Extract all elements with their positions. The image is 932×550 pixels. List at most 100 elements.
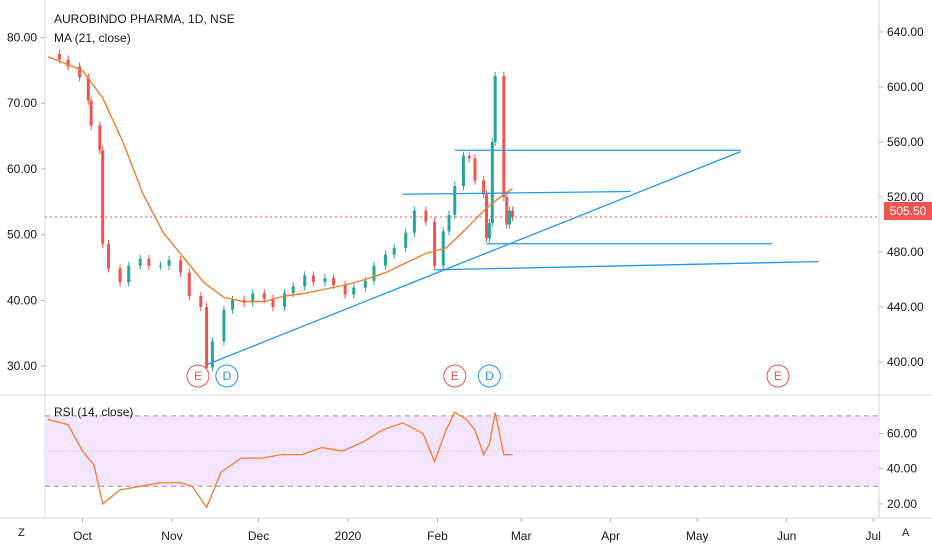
ma-label: MA (21, close) (54, 31, 131, 45)
event-label: E (774, 369, 782, 383)
right-axis-tick: 560.00 (887, 135, 924, 149)
earnings-event-marker (186, 364, 210, 388)
candle-body (502, 76, 506, 197)
right-axis-tick: 440.00 (887, 300, 924, 314)
rsi-axis-tick: 60.00 (887, 426, 917, 440)
candle-body (262, 293, 266, 299)
ma-legend[interactable]: MA (21, close) (54, 31, 131, 45)
x-axis-tick: Oct (73, 529, 92, 543)
event-label: E (451, 369, 459, 383)
event-label: D (222, 369, 231, 383)
candle-body (271, 298, 275, 307)
candle-body (511, 210, 515, 217)
candle-body (323, 278, 327, 283)
earnings-event-marker (766, 364, 790, 388)
candle-body (372, 265, 376, 281)
candle-body (352, 287, 356, 295)
candle-body (118, 268, 122, 283)
candle-body (98, 125, 102, 151)
trendline (402, 190, 631, 195)
candle-body (412, 210, 416, 233)
candle-body (127, 265, 131, 283)
x-axis-tick: Nov (161, 529, 182, 543)
candle-body (453, 186, 457, 215)
left-axis-tick: 40.00 (7, 293, 37, 307)
candle-body (283, 293, 287, 307)
symbol-label: AUROBINDO PHARMA, 1D, NSE (54, 12, 235, 26)
candle-body (89, 100, 93, 126)
candle-body (493, 76, 497, 142)
candle-body (167, 260, 171, 266)
trendline (434, 260, 819, 271)
dividend-event-marker (477, 364, 501, 388)
candle-body (392, 247, 396, 255)
candle-body (467, 155, 471, 159)
candle-body (66, 59, 70, 67)
main-plot-area (45, 0, 879, 395)
rsi-label: RSI (14, close) (54, 405, 134, 419)
candle-body (447, 214, 451, 232)
candle-body (138, 258, 142, 266)
right-axis-tick: 400.00 (887, 355, 924, 369)
candle-body (508, 210, 512, 225)
x-axis-tick: May (686, 529, 709, 543)
event-label: E (194, 369, 202, 383)
candle-body (343, 285, 347, 295)
x-axis-tick: Jun (777, 529, 796, 543)
last-price-tag: 505.50 (884, 202, 932, 220)
x-axis-tick: 2020 (335, 529, 362, 543)
rsi-axis-tick: 20.00 (887, 497, 917, 511)
x-axis-tick: Mar (511, 529, 532, 543)
moving-average-line (47, 56, 513, 303)
dividend-event-marker (215, 364, 239, 388)
candle-body (424, 210, 428, 222)
left-axis-tick: 70.00 (7, 96, 37, 110)
candle-body (187, 272, 191, 296)
right-axis-tick: 480.00 (887, 245, 924, 259)
candle-body (461, 155, 465, 186)
candle-body (473, 158, 477, 181)
candle-body (222, 309, 226, 342)
timezone-button[interactable]: Z (18, 527, 25, 539)
left-axis-tick: 80.00 (7, 31, 37, 45)
earnings-event-marker (443, 364, 467, 388)
candle-body (205, 307, 209, 368)
left-axis-tick: 60.00 (7, 162, 37, 176)
candle-body (490, 142, 494, 224)
rsi-legend[interactable]: RSI (14, close) (54, 405, 133, 419)
candle-body (404, 232, 408, 248)
candle-body (199, 296, 203, 307)
candle-body (78, 66, 82, 78)
left-axis-tick: 50.00 (7, 228, 37, 242)
right-axis-tick: 600.00 (887, 80, 924, 94)
candle-body (106, 243, 110, 269)
candle-body (158, 265, 162, 267)
x-axis-tick: Apr (601, 529, 620, 543)
candle-body (57, 54, 61, 60)
candle-body (311, 275, 315, 283)
candle-body (291, 286, 295, 294)
rsi-line (47, 411, 513, 509)
auto-scale-button[interactable]: A (902, 527, 910, 539)
candle-body (505, 197, 509, 225)
right-axis-tick: 640.00 (887, 25, 924, 39)
candle-body (147, 258, 151, 266)
candle-body (485, 194, 489, 239)
candle-body (482, 180, 486, 195)
x-axis-tick: Feb (427, 529, 448, 543)
candle-body (210, 341, 214, 368)
candle-body (179, 260, 183, 273)
candle-body (86, 77, 90, 101)
candle-body (384, 254, 388, 266)
candle-body (332, 278, 336, 285)
chart-title: AUROBINDO PHARMA, 1D, NSE (54, 12, 235, 26)
event-label: D (485, 369, 494, 383)
x-axis-tick: Dec (248, 529, 269, 543)
left-axis-tick: 30.00 (7, 359, 37, 373)
x-axis-tick: Jul (866, 529, 881, 543)
candle-body (251, 293, 255, 303)
candle-body (433, 221, 437, 266)
candle-body (363, 280, 367, 288)
rsi-axis-tick: 40.00 (887, 462, 917, 476)
